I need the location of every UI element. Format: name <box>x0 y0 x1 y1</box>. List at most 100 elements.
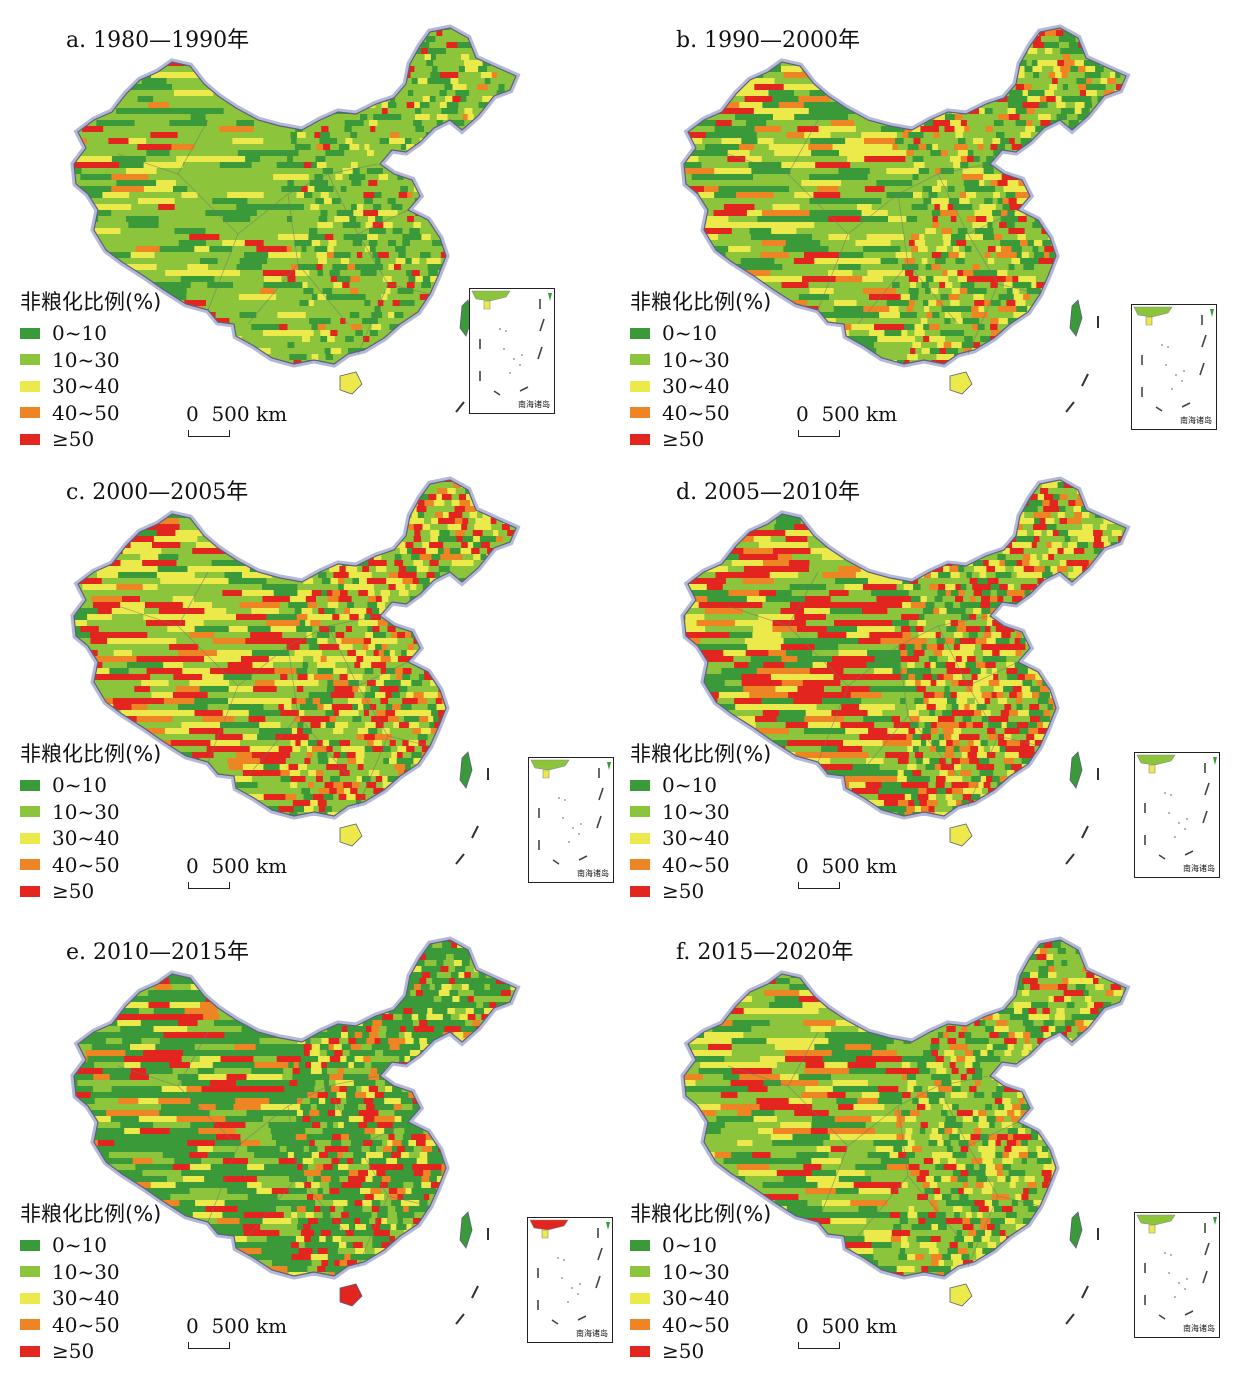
panel-title-d: d. 2005—2010年 <box>676 480 861 505</box>
panel-title-e: e. 2010—2015年 <box>66 940 249 965</box>
province-boundaries <box>117 1031 431 1267</box>
inset-label: 南海诸岛 <box>1183 1324 1215 1333</box>
inset-dash <box>1204 1242 1210 1256</box>
inset-mainland <box>471 290 511 302</box>
inset-taiwan <box>1213 757 1217 765</box>
province-boundaries <box>727 571 1041 807</box>
inset-label: 南海诸岛 <box>1183 864 1215 873</box>
province-boundaries <box>727 1031 1041 1267</box>
inset-taiwan <box>1213 1217 1217 1225</box>
panel-title-a: a. 1980—1990年 <box>66 28 250 53</box>
legend-item-40-50: 40~50 <box>20 400 161 427</box>
inset-dash <box>1184 1310 1194 1316</box>
inset-dash <box>1158 1314 1166 1320</box>
inset-dash <box>519 386 529 392</box>
inset-dash <box>577 1315 587 1321</box>
legend-item-40-50: 40~50 <box>20 1312 161 1339</box>
inset-dash <box>1202 810 1208 824</box>
scale-bar <box>188 430 230 437</box>
inset-islet <box>1178 1282 1180 1284</box>
inset-dash <box>1199 362 1205 376</box>
legend-item-10-30: 10~30 <box>630 347 771 374</box>
inset-hainan <box>542 769 550 779</box>
inset-label: 南海诸岛 <box>518 400 550 409</box>
inset-islet <box>564 799 566 801</box>
inset-islet <box>1168 812 1170 814</box>
inset-dash <box>551 1319 559 1325</box>
inset-dash <box>1184 850 1194 856</box>
legend-title: 非粮化比例(%) <box>630 1202 772 1226</box>
south-china-sea-inset: 南海诸岛 <box>528 757 614 883</box>
inset-map <box>529 1219 610 1325</box>
hainan-island <box>339 1283 363 1307</box>
inset-dash <box>1158 854 1166 860</box>
province-boundaries <box>117 119 431 355</box>
legend-item-30-40: 30~40 <box>630 825 771 852</box>
inset-islet <box>1186 1278 1188 1280</box>
inset-islet <box>561 1277 563 1279</box>
scale-bar <box>188 1342 230 1349</box>
nine-dash-segment <box>1081 1285 1089 1299</box>
inset-hainan <box>1145 316 1153 326</box>
legend-e: 非粮化比例(%) 0~10 10~30 30~40 40~50 ≥50 <box>20 1198 161 1365</box>
legend-item-0-10: 0~10 <box>20 772 161 799</box>
legend-title: 非粮化比例(%) <box>20 290 162 314</box>
nine-dash-segment <box>455 1313 465 1325</box>
inset-islet <box>503 348 505 350</box>
south-china-sea-inset: 南海诸岛 <box>1134 752 1220 878</box>
inset-map <box>471 290 552 396</box>
inset-map <box>1136 754 1217 860</box>
scale-bar <box>798 1342 840 1349</box>
legend-item-40-50: 40~50 <box>630 400 771 427</box>
south-china-sea-inset: 南海诸岛 <box>1131 304 1217 430</box>
legend-title: 非粮化比例(%) <box>630 290 772 314</box>
inset-islet <box>1186 818 1188 820</box>
legend-item-10-30: 10~30 <box>20 1259 161 1286</box>
inset-islet <box>571 1287 573 1289</box>
inset-dash <box>1204 782 1210 796</box>
legend-item-30-40: 30~40 <box>630 1285 771 1312</box>
nine-dash-segment <box>471 1285 479 1299</box>
taiwan-island <box>1069 299 1083 337</box>
inset-dash <box>493 390 501 396</box>
legend-item-10-30: 10~30 <box>20 347 161 374</box>
inset-dash <box>1202 1270 1208 1284</box>
nine-dash-segment <box>1065 853 1075 865</box>
inset-mainland <box>1133 306 1173 318</box>
taiwan-island <box>1069 1211 1083 1249</box>
legend-d: 非粮化比例(%) 0~10 10~30 30~40 40~50 ≥50 <box>630 738 771 905</box>
taiwan-island <box>459 1211 473 1249</box>
china-map-c <box>70 476 521 865</box>
legend-item-30-40: 30~40 <box>20 1285 161 1312</box>
inset-hainan <box>541 1229 549 1239</box>
inset-dash <box>1155 406 1163 412</box>
province-boundaries <box>117 571 431 807</box>
inset-mainland <box>1136 754 1176 766</box>
hainan-island <box>949 1283 973 1307</box>
south-china-sea-inset: 南海诸岛 <box>527 1217 613 1343</box>
inset-islet <box>558 797 560 799</box>
scale-bar-label: 0 500 km <box>186 854 288 878</box>
scale-bar-label: 0 500 km <box>796 1314 898 1338</box>
inset-islet <box>1174 1296 1176 1298</box>
country-border <box>683 479 1127 817</box>
inset-islet <box>1171 388 1173 390</box>
inset-label: 南海诸岛 <box>1180 416 1212 425</box>
map-panel-d: d. 2005—2010年 非粮化比例(%) 0~10 10~30 30~40 … <box>610 452 1227 911</box>
nine-dash-segment <box>471 825 479 839</box>
legend-item-10-30: 10~30 <box>630 1259 771 1286</box>
legend-item-10-30: 10~30 <box>630 799 771 826</box>
inset-dash <box>595 1275 601 1289</box>
inset-islet <box>509 372 511 374</box>
inset-map <box>1136 1214 1217 1320</box>
inset-dash <box>539 318 545 332</box>
legend-item-50plus: ≥50 <box>20 1338 161 1365</box>
inset-islet <box>521 354 523 356</box>
inset-dash <box>596 815 602 829</box>
inset-islet <box>519 364 521 366</box>
country-border <box>73 939 517 1277</box>
country-border <box>683 939 1127 1277</box>
nine-dash-segment <box>455 401 465 413</box>
inset-islet <box>1175 374 1177 376</box>
legend-a: 非粮化比例(%) 0~10 10~30 30~40 40~50 ≥50 <box>20 286 161 453</box>
